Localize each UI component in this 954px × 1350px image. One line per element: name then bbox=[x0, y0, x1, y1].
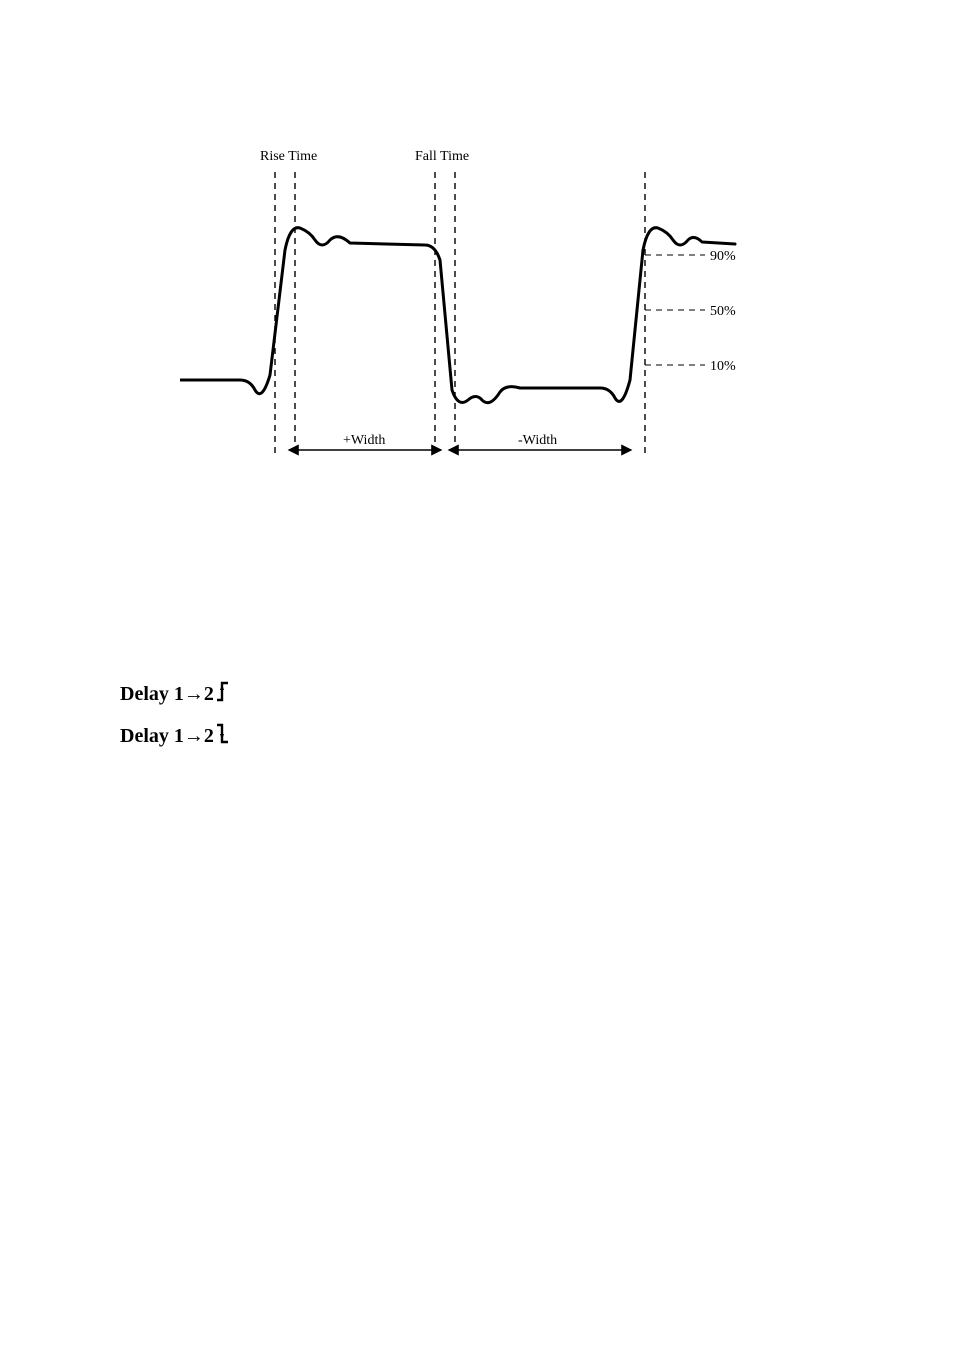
delay-labels-block: Delay 1→2 Delay 1→2 bbox=[120, 680, 230, 764]
pct-10-label: 10% bbox=[710, 359, 736, 374]
fall-time-label: Fall Time bbox=[415, 149, 469, 164]
waveform-path bbox=[180, 228, 735, 403]
rise-time-label: Rise Time bbox=[260, 149, 317, 164]
delay-row-rising: Delay 1→2 bbox=[120, 680, 230, 708]
delay-row-falling: Delay 1→2 bbox=[120, 722, 230, 750]
pct-90-label: 90% bbox=[710, 249, 736, 264]
plus-width-label: +Width bbox=[343, 433, 385, 448]
pct-50-label: 50% bbox=[710, 304, 736, 319]
minus-width-label: -Width bbox=[518, 433, 557, 448]
delay-label-1: Delay 1→2 bbox=[120, 683, 214, 706]
delay-label-2: Delay 1→2 bbox=[120, 725, 214, 748]
timing-waveform-diagram: Rise Time Fall Time 90% 50% 10% +Width -Width bbox=[180, 140, 740, 480]
falling-edge-icon bbox=[216, 722, 230, 750]
rising-edge-icon bbox=[216, 680, 230, 708]
